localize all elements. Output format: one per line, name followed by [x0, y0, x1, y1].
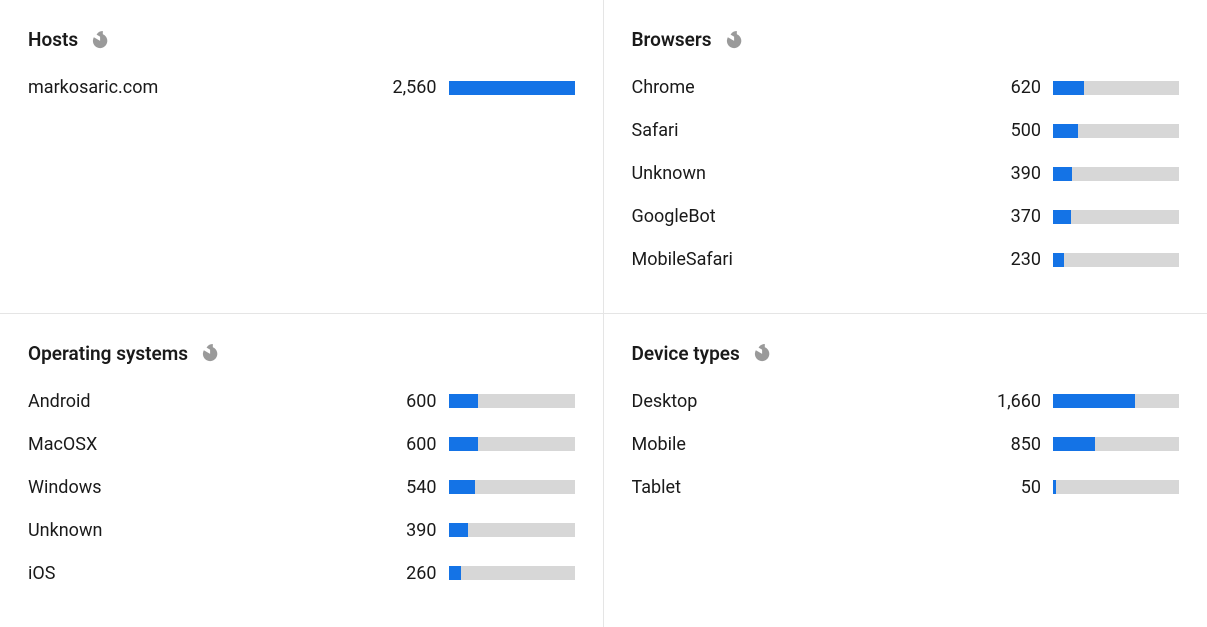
row-value: 500 [963, 120, 1053, 141]
browsers-header: Browsers [632, 28, 1180, 51]
row-label: MobileSafari [632, 249, 964, 270]
row-label: MacOSX [28, 434, 359, 455]
list-item[interactable]: MobileSafari230 [632, 249, 1180, 270]
bar-track [1053, 437, 1179, 451]
row-value: 370 [963, 206, 1053, 227]
bar-fill [1053, 437, 1095, 451]
bar-fill [1053, 81, 1084, 95]
bar-fill [1053, 124, 1078, 138]
bar-fill [1053, 480, 1056, 494]
operating-systems-header: Operating systems [28, 342, 575, 365]
list-item[interactable]: Android600 [28, 391, 575, 412]
bar-fill [449, 523, 468, 537]
pie-chart-icon[interactable] [726, 31, 744, 49]
operating-systems-panel: Operating systems Android600MacOSX600Win… [0, 314, 604, 627]
row-label: Android [28, 391, 359, 412]
bar-fill [449, 480, 476, 494]
list-item[interactable]: GoogleBot370 [632, 206, 1180, 227]
row-value: 230 [963, 249, 1053, 270]
row-label: Mobile [632, 434, 964, 455]
bar-track [1053, 167, 1179, 181]
bar-track [1053, 210, 1179, 224]
list-item[interactable]: Unknown390 [632, 163, 1180, 184]
bar-fill [1053, 394, 1135, 408]
list-item[interactable]: Chrome620 [632, 77, 1180, 98]
browsers-panel: Browsers Chrome620 Safari500 Unknown390 Goo… [604, 0, 1207, 314]
list-item[interactable]: Mobile850 [632, 434, 1180, 455]
bar-track [1053, 253, 1179, 267]
hosts-title: Hosts [28, 28, 78, 51]
row-label: GoogleBot [632, 206, 964, 227]
row-value: 260 [359, 563, 449, 584]
bar-fill [449, 81, 575, 95]
row-value: 1,660 [963, 391, 1053, 412]
row-label: Desktop [632, 391, 964, 412]
row-label: iOS [28, 563, 359, 584]
list-item[interactable]: Desktop1,660 [632, 391, 1180, 412]
pie-chart-icon[interactable] [754, 344, 772, 362]
list-item[interactable]: Safari500 [632, 120, 1180, 141]
pie-chart-icon[interactable] [92, 31, 110, 49]
operating-systems-title: Operating systems [28, 342, 188, 365]
row-label: Safari [632, 120, 964, 141]
dashboard-grid: Hosts markosaric.com2,560 Browsers Chrom… [0, 0, 1207, 627]
operating-systems-rows: Android600MacOSX600Windows540Unknown390i… [28, 391, 575, 584]
list-item[interactable]: markosaric.com2,560 [28, 77, 575, 98]
bar-track [449, 566, 575, 580]
browsers-title: Browsers [632, 28, 712, 51]
list-item[interactable]: iOS260 [28, 563, 575, 584]
bar-track [449, 394, 575, 408]
bar-track [449, 437, 575, 451]
bar-fill [1053, 210, 1071, 224]
list-item[interactable]: MacOSX600 [28, 434, 575, 455]
row-value: 390 [963, 163, 1053, 184]
row-label: Chrome [632, 77, 964, 98]
row-value: 620 [963, 77, 1053, 98]
bar-fill [449, 394, 479, 408]
pie-chart-icon[interactable] [202, 344, 220, 362]
row-label: markosaric.com [28, 77, 359, 98]
bar-fill [1053, 167, 1072, 181]
device-types-title: Device types [632, 342, 740, 365]
bar-fill [1053, 253, 1064, 267]
row-value: 50 [963, 477, 1053, 498]
row-label: Unknown [632, 163, 964, 184]
browsers-rows: Chrome620 Safari500 Unknown390 GoogleBot370… [632, 77, 1180, 270]
bar-fill [449, 566, 462, 580]
row-value: 600 [359, 391, 449, 412]
row-value: 2,560 [359, 77, 449, 98]
bar-fill [449, 437, 479, 451]
bar-track [1053, 394, 1179, 408]
hosts-rows: markosaric.com2,560 [28, 77, 575, 98]
row-value: 850 [963, 434, 1053, 455]
bar-track [449, 81, 575, 95]
row-value: 390 [359, 520, 449, 541]
bar-track [449, 523, 575, 537]
bar-track [1053, 81, 1179, 95]
bar-track [449, 480, 575, 494]
list-item[interactable]: Windows540 [28, 477, 575, 498]
bar-track [1053, 124, 1179, 138]
list-item[interactable]: Unknown390 [28, 520, 575, 541]
row-label: Unknown [28, 520, 359, 541]
row-value: 600 [359, 434, 449, 455]
row-label: Windows [28, 477, 359, 498]
device-types-panel: Device types Desktop1,660 Mobile850 Tablet… [604, 314, 1207, 627]
device-types-rows: Desktop1,660 Mobile850 Tablet50 [632, 391, 1180, 498]
list-item[interactable]: Tablet50 [632, 477, 1180, 498]
row-label: Tablet [632, 477, 964, 498]
hosts-panel: Hosts markosaric.com2,560 [0, 0, 604, 314]
row-value: 540 [359, 477, 449, 498]
device-types-header: Device types [632, 342, 1180, 365]
hosts-header: Hosts [28, 28, 575, 51]
bar-track [1053, 480, 1179, 494]
